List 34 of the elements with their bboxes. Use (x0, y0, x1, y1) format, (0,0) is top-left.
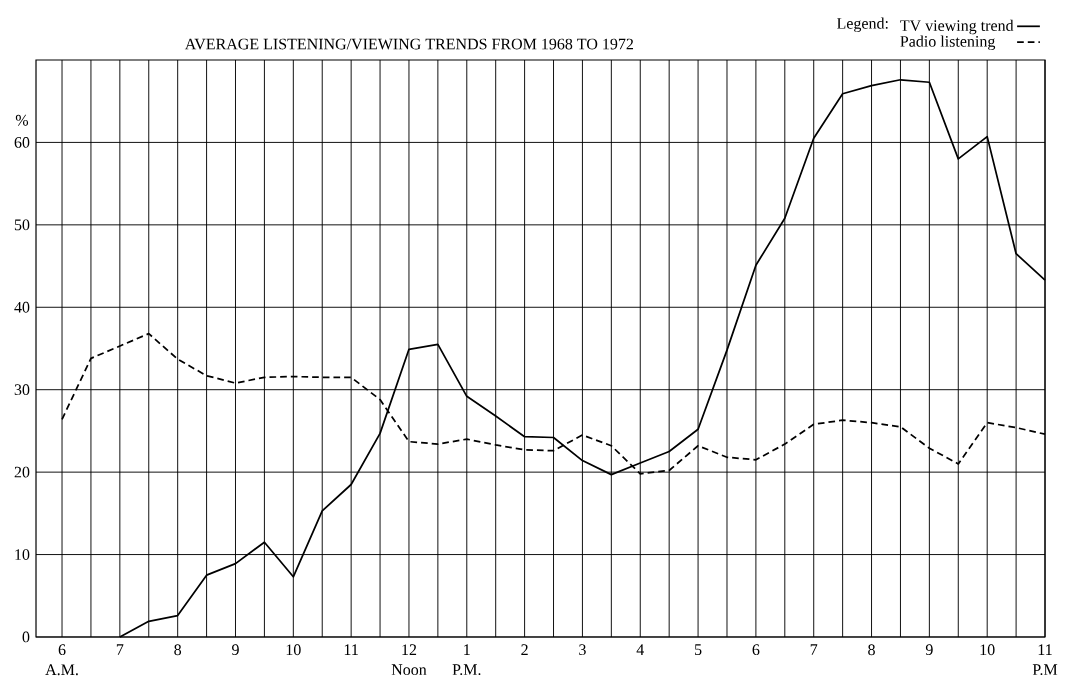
x-tick-label: 9 (232, 644, 239, 656)
y-tick-label: 10 (15, 549, 30, 560)
x-tick-label: 6 (752, 644, 760, 656)
x-tick-label: 7 (810, 644, 818, 655)
x-tick-label: 2 (521, 644, 528, 655)
text: P.M. (452, 664, 481, 676)
x-tick-label: 11 (1038, 644, 1052, 655)
x-tick-label: 4 (636, 644, 645, 655)
x-tick-label: 8 (868, 644, 875, 656)
y-tick-label: 60 (14, 137, 30, 148)
legend-label: Padio listening (900, 35, 996, 51)
y-tick-label: 30 (14, 384, 30, 396)
x-tick-label: 3 (579, 644, 586, 656)
text: P.M (1032, 664, 1058, 676)
text: Noon (391, 664, 427, 675)
x-tick-label: 10 (980, 644, 995, 656)
x-tick-label: 7 (116, 644, 124, 655)
y-tick-label: 50 (14, 219, 30, 231)
chart-title: AVERAGE LISTENING/VIEWING TRENDS FROM 1968 TO 1972 (184, 38, 634, 50)
x-tick-label: 11 (344, 644, 358, 655)
y-tick-label: 20 (14, 466, 30, 478)
y-axis-title: % (15, 114, 29, 126)
x-tick-label: 9 (925, 644, 933, 656)
legend-label: TV viewing trend (900, 19, 1014, 35)
x-tick-label: 1 (464, 644, 470, 655)
x-tick-label: 5 (695, 644, 702, 655)
x-tick-label: 10 (286, 644, 301, 656)
x-tick-label: 8 (174, 644, 182, 656)
legend-title: Legend: (837, 17, 888, 33)
x-tick-label: 12 (402, 644, 417, 655)
text: A.M. (45, 664, 78, 676)
y-tick-label: 0 (22, 631, 30, 643)
y-tick-label: 40 (14, 301, 30, 313)
x-tick-label: 6 (58, 644, 66, 656)
